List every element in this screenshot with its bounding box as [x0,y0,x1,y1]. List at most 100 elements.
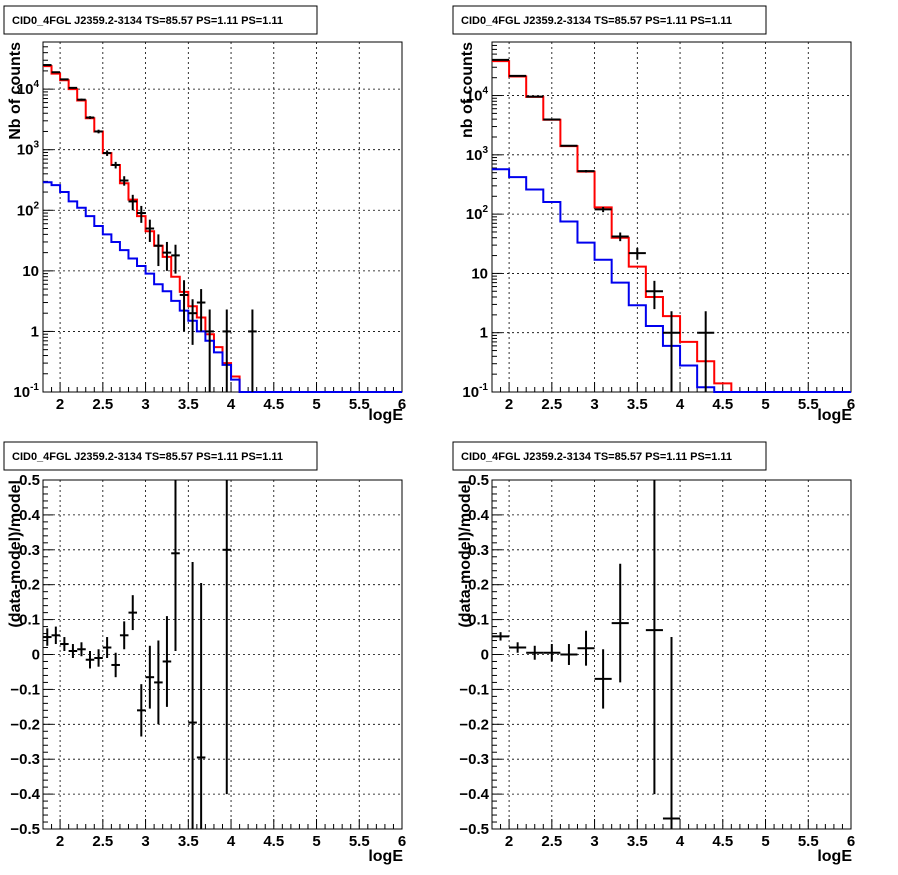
x-tick-label: 4 [227,833,236,850]
x-tick-label: 3.5 [627,833,648,850]
data-point [645,280,663,310]
plot-area: 2 2.5 3 3.5 4 4.5 5 5.5 6 10-1 1 10 102 103 104 [462,41,855,413]
x-tick-label: 5.5 [798,833,819,850]
data-point [162,616,172,707]
x-tick-label: 5 [312,833,320,850]
x-axis-title: logE [368,407,403,424]
data-point [645,480,663,795]
data-point [102,150,112,156]
data-point [628,247,646,260]
y-tick-label: 102 [17,200,40,219]
title-box [452,5,767,35]
data-point [111,161,120,169]
y-axis-title: (data-model)/model [7,480,24,628]
data-point [85,116,95,119]
plot-area: 2 2.5 3 3.5 4 4.5 5 5.5 6 −0.5 −0.4 −0.3 −0.2 −0.1 0 0.… [459,472,855,850]
y-tick-label: 103 [17,140,40,159]
data-point [51,71,61,74]
data-point [196,582,206,829]
data-point [188,299,197,345]
x-tick-label: 3 [590,833,598,850]
data-point [154,640,163,725]
data-point [51,626,61,645]
plot-area: 2 2.5 3 3.5 4 4.5 5 5.5 6 10-1 1 10 102 103 104 [13,41,406,413]
data-point [60,637,69,652]
data-point [119,176,129,186]
x-tick-label: 4.5 [263,833,284,850]
y-tick-label: 104 [17,79,40,98]
x-tick-label: 5.5 [798,396,819,413]
y-tick-label: 0.5 [468,472,489,489]
x-tick-label: 3.5 [178,833,199,850]
y-tick-label: 102 [466,204,489,223]
x-tick-label: 3.5 [627,396,648,413]
y-axis-title: (data-model)/model [457,480,474,628]
data-point [171,244,180,274]
data-point [119,621,129,650]
data-point [543,118,561,121]
x-tick-label: 5.5 [349,396,370,413]
data-point [171,480,180,652]
data-point [77,642,86,657]
chart-title: CID0_4FGL J2359.2-3134 TS=85.57 PS=1.11 … [12,15,283,27]
data-point [526,95,544,98]
y-tick-label: −0.4 [459,786,489,803]
data-point [111,652,120,678]
x-tick-label: 3 [590,396,598,413]
data-point [68,86,78,89]
data-point [662,311,681,392]
x-tick-label: 4 [676,396,685,413]
x-tick-label: 5.5 [349,833,370,850]
data-point [94,129,103,134]
data-point [137,684,146,737]
y-tick-label: 103 [466,145,489,164]
y-tick-label: 10 [22,263,39,280]
data-point [662,637,681,829]
data-point [43,64,52,67]
y-tick-label: 104 [466,86,489,105]
chart-title: CID0_4FGL J2359.2-3134 TS=85.57 PS=1.11 … [12,451,283,463]
y-tick-label: 0.5 [19,472,40,489]
x-tick-label: 2.5 [92,396,113,413]
y-tick-label: −0.3 [459,751,489,768]
x-tick-label: 4 [676,833,685,850]
plot-area: 2 2.5 3 3.5 4 4.5 5 5.5 6 −0.5 −0.4 −0.3 −0.2 −0.1 0 0.… [10,472,406,850]
data-point [594,649,612,709]
y-tick-label: 0 [32,647,40,664]
x-tick-label: 6 [398,833,406,850]
chart-title: CID0_4FGL J2359.2-3134 TS=85.57 PS=1.11 … [461,15,732,27]
data-point [154,234,163,267]
data-point [145,219,155,242]
x-tick-label: 6 [847,833,855,850]
x-tick-label: 2 [505,396,513,413]
y-tick-label: 0.4 [19,507,41,524]
data-point [162,241,172,271]
y-tick-label: 0.1 [19,612,40,629]
y-tick-label: 1 [31,323,39,340]
y-tick-label: −0.4 [10,786,40,803]
x-axis-title: logE [817,407,852,424]
data-point [222,480,232,795]
x-tick-label: 2.5 [541,833,562,850]
y-axis-title: Nb of counts [7,42,24,140]
x-tick-label: 2 [505,833,513,850]
y-tick-label: 0.3 [19,542,40,559]
x-tick-label: 5 [312,396,320,413]
x-tick-label: 3 [141,833,149,850]
x-tick-label: 4 [227,396,236,413]
y-tick-label: −0.1 [459,681,489,698]
data-point [102,637,112,658]
title-box [3,5,318,35]
data-point [196,289,206,332]
x-tick-label: 6 [398,396,406,413]
data-point [560,144,578,147]
data-point [137,205,146,223]
data-point [94,649,103,667]
data-point [577,169,595,173]
x-tick-label: 3 [141,396,149,413]
y-tick-label: 10 [471,265,488,282]
y-tick-label: 0.1 [468,612,489,629]
x-tick-label: 4.5 [263,396,284,413]
data-point [594,206,612,213]
